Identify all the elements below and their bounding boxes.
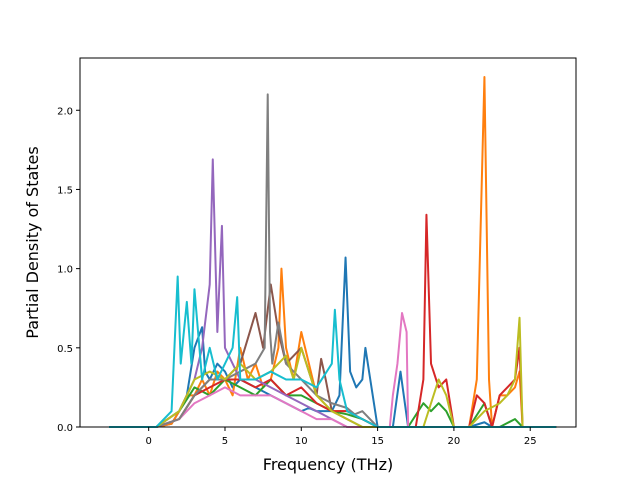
- x-tick-label: 15: [371, 436, 384, 447]
- series-line-9: [109, 316, 557, 428]
- y-tick-label: 1.0: [57, 265, 73, 276]
- series-line-8: [109, 93, 557, 428]
- x-tick-label: 20: [448, 436, 461, 447]
- y-tick-label: 0.5: [57, 344, 73, 355]
- x-tick-label: 10: [295, 436, 308, 447]
- x-tick-label: 0: [145, 436, 151, 447]
- x-tick-label: 25: [524, 436, 537, 447]
- x-axis-title: Frequency (THz): [263, 455, 393, 474]
- axes-layer: 0 5 10 15 20 25 0.0 0.5 1.0 1.5 2.0: [57, 57, 577, 447]
- x-tick-label: 5: [222, 436, 228, 447]
- y-tick-label: 2.0: [57, 106, 73, 117]
- y-tick-label: 0.0: [57, 423, 73, 434]
- series-line-10: [109, 275, 557, 428]
- y-axis-title: Partial Density of States: [23, 146, 42, 338]
- series-line-2: [109, 76, 557, 428]
- series-layer: [109, 76, 557, 428]
- y-tick-label: 1.5: [57, 185, 73, 196]
- series-line-7: [109, 311, 557, 428]
- plot-frame: [79, 57, 577, 428]
